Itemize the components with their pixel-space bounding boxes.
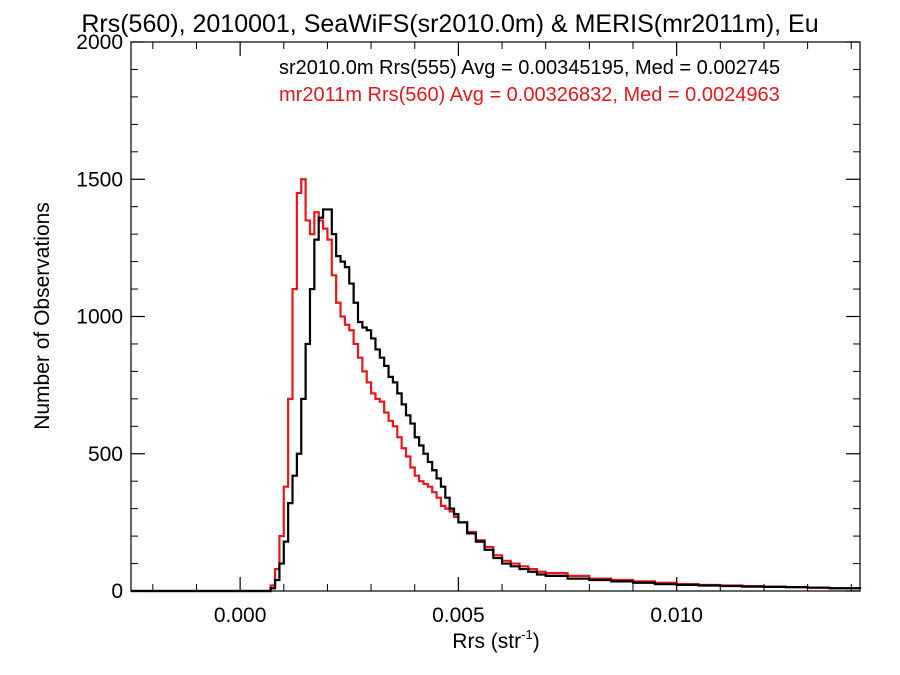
plot-frame [130,41,861,592]
x-axis-label: Rrs (str-1) [452,627,539,653]
x-axis-label-close: ) [533,630,540,653]
annotation-black: sr2010.0m Rrs(555) Avg = 0.00345195, Med… [279,57,780,79]
annotation-red: mr2011m Rrs(560) Avg = 0.00326832, Med =… [279,84,780,106]
y-tick-label: 1000 [76,306,123,329]
series-line-red [131,178,862,593]
series-layer [131,178,862,593]
y-tick-label: 1500 [76,168,123,191]
y-tick-label: 0 [111,580,123,603]
x-axis-label-superscript: -1 [521,627,533,642]
x-axis-label-main: Rrs (str [452,630,521,653]
chart-title: Rrs(560), 2010001, SeaWiFS(sr2010.0m) & … [81,10,818,38]
plot-border [130,41,861,592]
y-tick-label: 2000 [76,31,123,54]
series-line-black [131,208,862,593]
x-tick-label: 0.000 [214,604,267,627]
x-tick-label: 0.010 [650,604,703,627]
axis-ticks [131,41,860,592]
axis-tick-labels: 0.000 0.005 0.010 0 500 1000 1500 2000 [76,31,703,627]
y-axis-label: Number of Observations [31,202,54,430]
y-tick-label: 500 [88,443,123,466]
x-tick-label: 0.005 [432,604,485,627]
